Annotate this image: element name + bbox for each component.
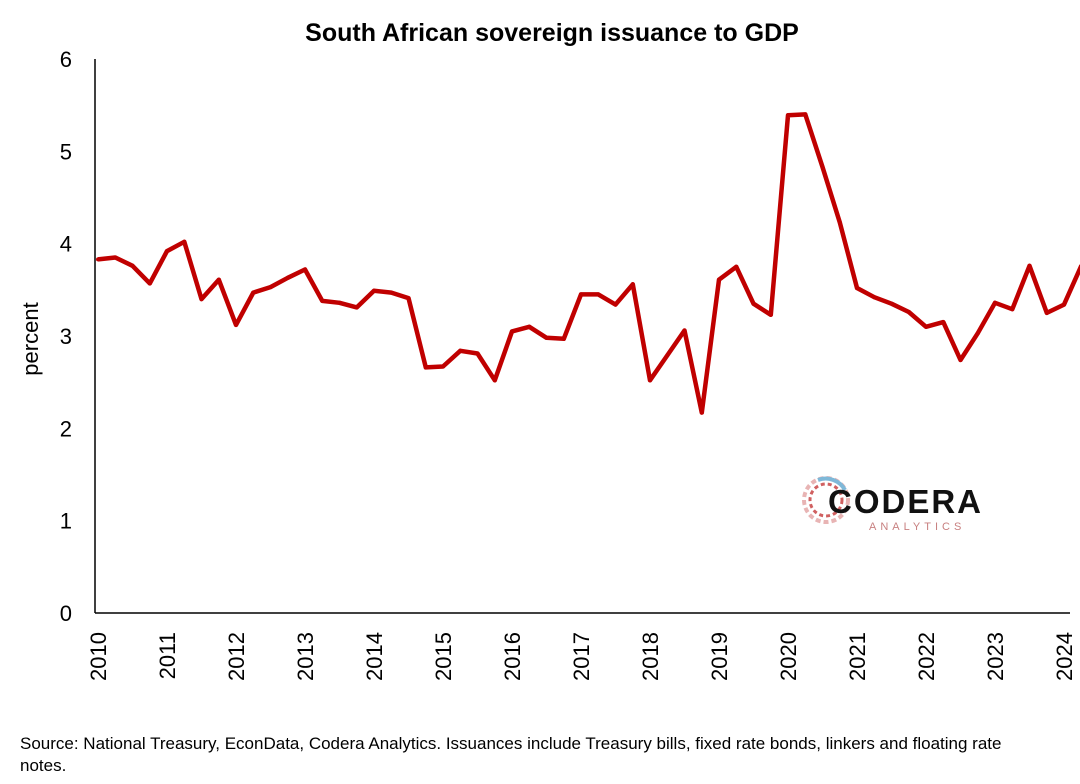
x-tick-label: 2023 bbox=[983, 632, 1008, 681]
data-point bbox=[182, 239, 187, 244]
data-point bbox=[682, 328, 687, 333]
y-tick-label: 3 bbox=[60, 324, 72, 349]
data-point bbox=[717, 277, 721, 282]
y-tick-label: 2 bbox=[60, 416, 72, 441]
x-tick-label: 2021 bbox=[845, 632, 870, 681]
data-point bbox=[665, 353, 670, 358]
y-axis-ticks: 0 1 2 3 4 5 6 bbox=[60, 47, 72, 626]
data-point bbox=[1062, 302, 1066, 307]
data-point bbox=[251, 290, 256, 295]
data-point bbox=[734, 264, 739, 269]
data-point bbox=[630, 282, 635, 287]
x-tick-label: 2011 bbox=[155, 632, 180, 679]
y-tick-label: 5 bbox=[60, 139, 72, 164]
series-layer bbox=[96, 112, 1080, 415]
x-tick-label: 2017 bbox=[569, 632, 594, 681]
data-point bbox=[751, 301, 756, 306]
x-tick-label: 2024 bbox=[1052, 632, 1077, 681]
data-point bbox=[889, 301, 894, 306]
x-tick-label: 2014 bbox=[362, 632, 387, 681]
series-line bbox=[97, 112, 1080, 415]
data-point bbox=[492, 378, 497, 383]
data-point bbox=[786, 113, 790, 118]
data-point bbox=[579, 292, 583, 297]
data-point bbox=[130, 263, 135, 268]
data-point bbox=[855, 286, 859, 290]
x-tick-label: 2022 bbox=[914, 632, 939, 681]
data-point bbox=[958, 358, 963, 362]
data-point bbox=[993, 300, 997, 305]
data-point bbox=[510, 329, 514, 334]
data-point bbox=[1044, 310, 1049, 315]
x-tick-label: 2010 bbox=[86, 632, 111, 681]
chart-title: South African sovereign issuance to GDP bbox=[305, 19, 799, 47]
source-note: Source: National Treasury, EconData, Cod… bbox=[20, 734, 1002, 775]
data-point bbox=[768, 312, 773, 317]
data-point bbox=[561, 336, 566, 341]
data-point bbox=[872, 295, 877, 300]
data-point bbox=[837, 220, 842, 225]
data-point bbox=[372, 288, 376, 293]
x-tick-label: 2018 bbox=[638, 632, 663, 681]
codera-logo-word: CODERA bbox=[828, 483, 983, 520]
codera-logo: CODERA ANALYTICS bbox=[802, 476, 983, 533]
data-point bbox=[906, 310, 911, 314]
data-point bbox=[975, 331, 980, 336]
x-tick-label: 2019 bbox=[707, 632, 732, 681]
data-point bbox=[96, 257, 100, 262]
data-point bbox=[1010, 307, 1015, 312]
data-point bbox=[475, 351, 480, 356]
data-point bbox=[820, 165, 825, 169]
data-point bbox=[441, 364, 445, 369]
x-tick-label: 2013 bbox=[293, 632, 318, 681]
data-point bbox=[165, 249, 169, 254]
data-point bbox=[354, 305, 359, 310]
data-point bbox=[113, 255, 118, 260]
x-tick-label: 2016 bbox=[500, 632, 525, 681]
data-point bbox=[147, 281, 152, 286]
data-point bbox=[268, 285, 273, 290]
data-point bbox=[803, 112, 808, 117]
data-point bbox=[423, 365, 428, 370]
y-tick-label: 0 bbox=[60, 601, 72, 626]
data-point bbox=[406, 296, 411, 301]
data-point bbox=[648, 378, 652, 383]
data-point bbox=[389, 290, 394, 295]
x-tick-label: 2015 bbox=[431, 632, 456, 681]
data-point bbox=[699, 410, 704, 415]
data-point bbox=[941, 320, 946, 325]
data-point bbox=[458, 348, 463, 353]
y-tick-label: 4 bbox=[60, 232, 72, 257]
y-tick-label: 6 bbox=[60, 47, 72, 72]
x-tick-label: 2020 bbox=[776, 632, 801, 681]
data-point bbox=[544, 335, 549, 340]
data-point bbox=[1027, 263, 1032, 268]
data-point bbox=[234, 322, 238, 327]
x-tick-label: 2012 bbox=[224, 632, 249, 681]
codera-logo-sub: ANALYTICS bbox=[869, 521, 965, 533]
data-point bbox=[285, 275, 290, 280]
data-point bbox=[216, 277, 221, 282]
data-point bbox=[527, 324, 532, 329]
data-point bbox=[199, 297, 204, 302]
codera-logo-mark bbox=[802, 476, 850, 524]
data-point bbox=[613, 302, 618, 307]
data-point bbox=[337, 300, 342, 305]
data-point bbox=[924, 324, 928, 329]
y-axis-title: percent bbox=[18, 302, 43, 375]
x-axis-ticks: 2010 2011 2012 2013 2014 2015 2016 2017 2018 2019… bbox=[86, 632, 1077, 681]
data-point bbox=[320, 298, 325, 303]
data-point bbox=[596, 292, 601, 297]
data-point bbox=[303, 267, 307, 272]
y-tick-label: 1 bbox=[60, 509, 72, 534]
